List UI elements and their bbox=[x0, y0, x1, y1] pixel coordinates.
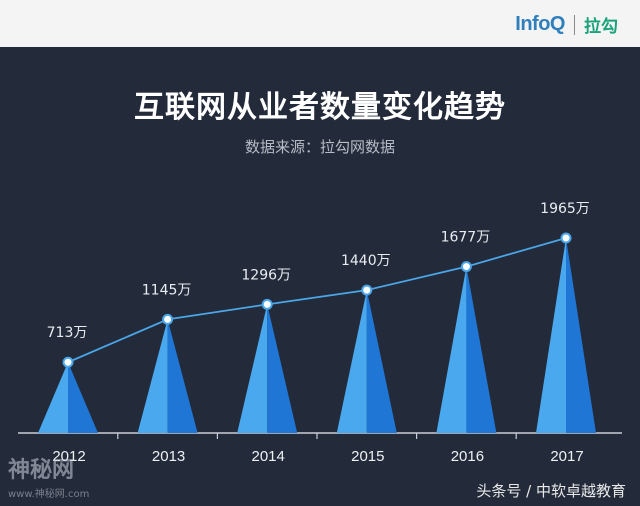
spike-right-2012 bbox=[68, 362, 98, 433]
data-label-2017: 1965万 bbox=[540, 201, 590, 217]
lagou-logo: 拉勾 bbox=[584, 17, 618, 37]
x-tick-label-2016: 2016 bbox=[451, 448, 484, 465]
data-point-2014 bbox=[261, 298, 273, 310]
spike-left-2017 bbox=[536, 238, 566, 433]
data-point-2015 bbox=[361, 284, 373, 296]
data-label-2012: 713万 bbox=[47, 325, 88, 341]
chart-title: 互联网从业者数量变化趋势 bbox=[134, 90, 506, 125]
data-label-2014: 1296万 bbox=[241, 267, 291, 283]
infoq-logo: InfoQ bbox=[515, 13, 565, 35]
spike-left-2016 bbox=[436, 266, 467, 433]
data-point-2013 bbox=[162, 313, 174, 325]
x-tick-label-2014: 2014 bbox=[252, 448, 285, 465]
watermark-logo: 神秘网 bbox=[8, 458, 75, 483]
x-tick-label-2017: 2017 bbox=[550, 448, 583, 465]
watermark-source: 头条号 / 中软卓越教育 bbox=[476, 482, 626, 500]
series-line bbox=[67, 237, 567, 364]
spike-left-2015 bbox=[336, 290, 367, 433]
spike-right-2015 bbox=[366, 290, 397, 433]
spike-left-2014 bbox=[237, 304, 268, 433]
top-banner: InfoQ 拉勾 bbox=[0, 0, 640, 47]
spike-right-2014 bbox=[267, 304, 298, 433]
x-tick-label-2015: 2015 bbox=[351, 448, 384, 465]
spike-right-2017 bbox=[566, 238, 596, 433]
brand-divider bbox=[574, 14, 575, 35]
data-label-2016: 1677万 bbox=[441, 230, 491, 246]
data-label-2015: 1440万 bbox=[341, 253, 391, 269]
x-tick-label-2012: 2012 bbox=[52, 448, 85, 465]
data-point-2017 bbox=[560, 232, 572, 244]
watermark-url: www.神秘网.com bbox=[8, 489, 90, 500]
brand-logos: InfoQ 拉勾 bbox=[515, 12, 618, 37]
chart-subtitle: 数据来源：拉勾网数据 bbox=[244, 138, 395, 156]
data-point-2016 bbox=[460, 261, 472, 273]
spike-right-2013 bbox=[167, 319, 198, 433]
data-point-2012 bbox=[62, 356, 74, 368]
x-tick-label-2013: 2013 bbox=[152, 448, 185, 465]
data-label-2013: 1145万 bbox=[142, 282, 192, 298]
spike-left-2013 bbox=[137, 319, 168, 433]
spike-right-2016 bbox=[466, 266, 497, 433]
spike-left-2012 bbox=[38, 362, 68, 433]
